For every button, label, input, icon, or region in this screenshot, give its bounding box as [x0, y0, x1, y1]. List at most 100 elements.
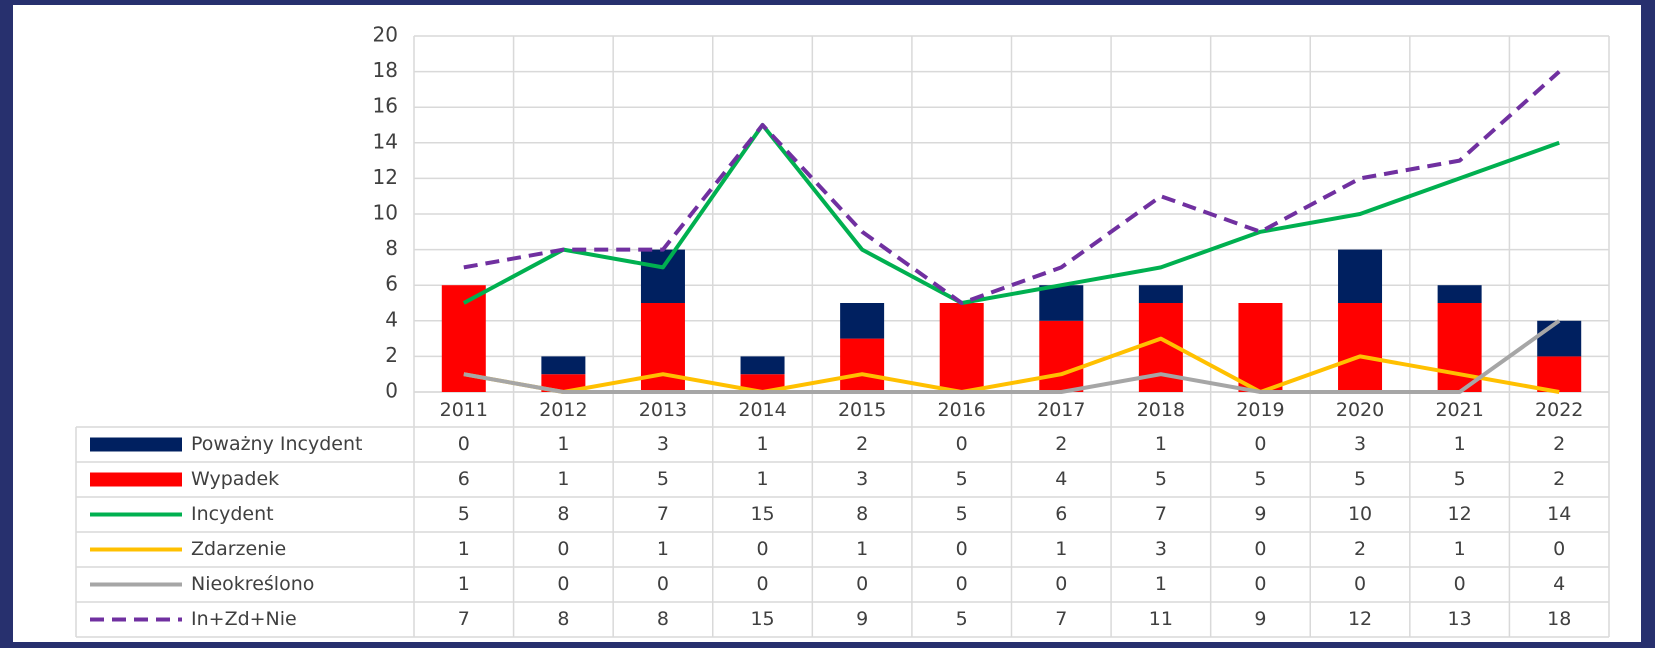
- table-value: 1: [557, 468, 569, 490]
- y-tick-label: 12: [373, 165, 398, 189]
- x-tick-label: 2012: [539, 399, 587, 421]
- legend-label: Wypadek: [191, 468, 279, 490]
- table-value: 0: [756, 538, 768, 560]
- table-value: 4: [1055, 468, 1067, 490]
- table-value: 1: [856, 538, 868, 560]
- table-value: 8: [557, 608, 569, 630]
- table-value: 3: [856, 468, 868, 490]
- table-value: 5: [956, 468, 968, 490]
- legend-label: Nieokreślono: [191, 573, 314, 595]
- x-tick-label: 2020: [1336, 399, 1384, 421]
- table-value: 2: [1553, 468, 1565, 490]
- bar: [1039, 320, 1084, 392]
- table-value: 8: [657, 608, 669, 630]
- table-value: 1: [557, 433, 569, 455]
- legend-label: Zdarzenie: [191, 538, 286, 560]
- table-value: 1: [1155, 573, 1167, 595]
- table-value: 5: [1254, 468, 1266, 490]
- table-value: 0: [956, 433, 968, 455]
- bar: [1437, 285, 1482, 303]
- line: [462, 123, 1560, 305]
- y-tick-label: 4: [385, 307, 398, 331]
- table-value: 3: [657, 433, 669, 455]
- table-value: 3: [1354, 433, 1366, 455]
- table-value: 0: [1553, 538, 1565, 560]
- legend-label: Incydent: [191, 503, 274, 525]
- table-value: 12: [1348, 608, 1372, 630]
- legend-swatch: [90, 437, 182, 452]
- x-tick-label: 2016: [938, 399, 986, 421]
- table-value: 11: [1149, 608, 1173, 630]
- table-value: 1: [756, 468, 768, 490]
- table-value: 1: [458, 538, 470, 560]
- table-value: 2: [1055, 433, 1067, 455]
- table-value: 7: [458, 608, 470, 630]
- table-value: 0: [956, 538, 968, 560]
- table-value: 0: [856, 573, 868, 595]
- table-value: 0: [458, 433, 470, 455]
- table-value: 0: [1055, 573, 1067, 595]
- table-value: 7: [1155, 503, 1167, 525]
- table-value: 0: [557, 573, 569, 595]
- x-tick-label: 2015: [838, 399, 886, 421]
- table-value: 1: [1454, 433, 1466, 455]
- bar: [740, 374, 785, 392]
- table-value: 5: [657, 468, 669, 490]
- table-value: 12: [1448, 503, 1472, 525]
- y-tick-label: 10: [373, 201, 398, 225]
- table-value: 8: [557, 503, 569, 525]
- table-value: 1: [1055, 538, 1067, 560]
- table-value: 0: [956, 573, 968, 595]
- x-tick-label: 2022: [1535, 399, 1583, 421]
- table-value: 9: [1254, 503, 1266, 525]
- y-tick-label: 14: [373, 129, 398, 153]
- x-tick-label: 2011: [440, 399, 488, 421]
- bar: [840, 303, 885, 339]
- table-value: 10: [1348, 503, 1372, 525]
- bar: [939, 303, 984, 392]
- table-value: 15: [750, 503, 774, 525]
- legend-label: Poważny Incydent: [191, 433, 362, 455]
- x-tick-label: 2021: [1435, 399, 1483, 421]
- table-value: 5: [956, 503, 968, 525]
- bar: [740, 356, 785, 375]
- bar: [1138, 285, 1183, 303]
- table-value: 0: [1254, 573, 1266, 595]
- y-tick-label: 16: [373, 94, 398, 118]
- table-value: 14: [1547, 503, 1571, 525]
- x-tick-label: 2013: [639, 399, 687, 421]
- table-value: 6: [458, 468, 470, 490]
- bar: [840, 338, 885, 392]
- table-value: 0: [657, 573, 669, 595]
- table-value: 6: [1055, 503, 1067, 525]
- table-value: 7: [657, 503, 669, 525]
- line: [463, 336, 1560, 394]
- bar: [1039, 285, 1084, 321]
- y-tick-label: 2: [385, 343, 398, 367]
- table-value: 9: [856, 608, 868, 630]
- table-value: 0: [1354, 573, 1366, 595]
- table-value: 18: [1547, 608, 1571, 630]
- table-value: 0: [756, 573, 768, 595]
- x-tick-label: 2017: [1037, 399, 1085, 421]
- table-value: 7: [1055, 608, 1067, 630]
- line: [463, 319, 1561, 394]
- table-value: 5: [1354, 468, 1366, 490]
- legend-label: In+Zd+Nie: [191, 608, 297, 630]
- table-value: 2: [856, 433, 868, 455]
- y-tick-label: 6: [385, 272, 398, 296]
- x-tick-label: 2014: [738, 399, 786, 421]
- y-tick-label: 18: [373, 58, 398, 82]
- bar: [1238, 303, 1283, 392]
- y-tick-label: 0: [385, 379, 398, 403]
- table-value: 2: [1354, 538, 1366, 560]
- table-value: 1: [756, 433, 768, 455]
- bar: [1338, 249, 1383, 303]
- x-tick-label: 2018: [1137, 399, 1185, 421]
- table-value: 5: [1454, 468, 1466, 490]
- bar: [541, 374, 586, 392]
- bar: [541, 356, 586, 375]
- table-value: 0: [1454, 573, 1466, 595]
